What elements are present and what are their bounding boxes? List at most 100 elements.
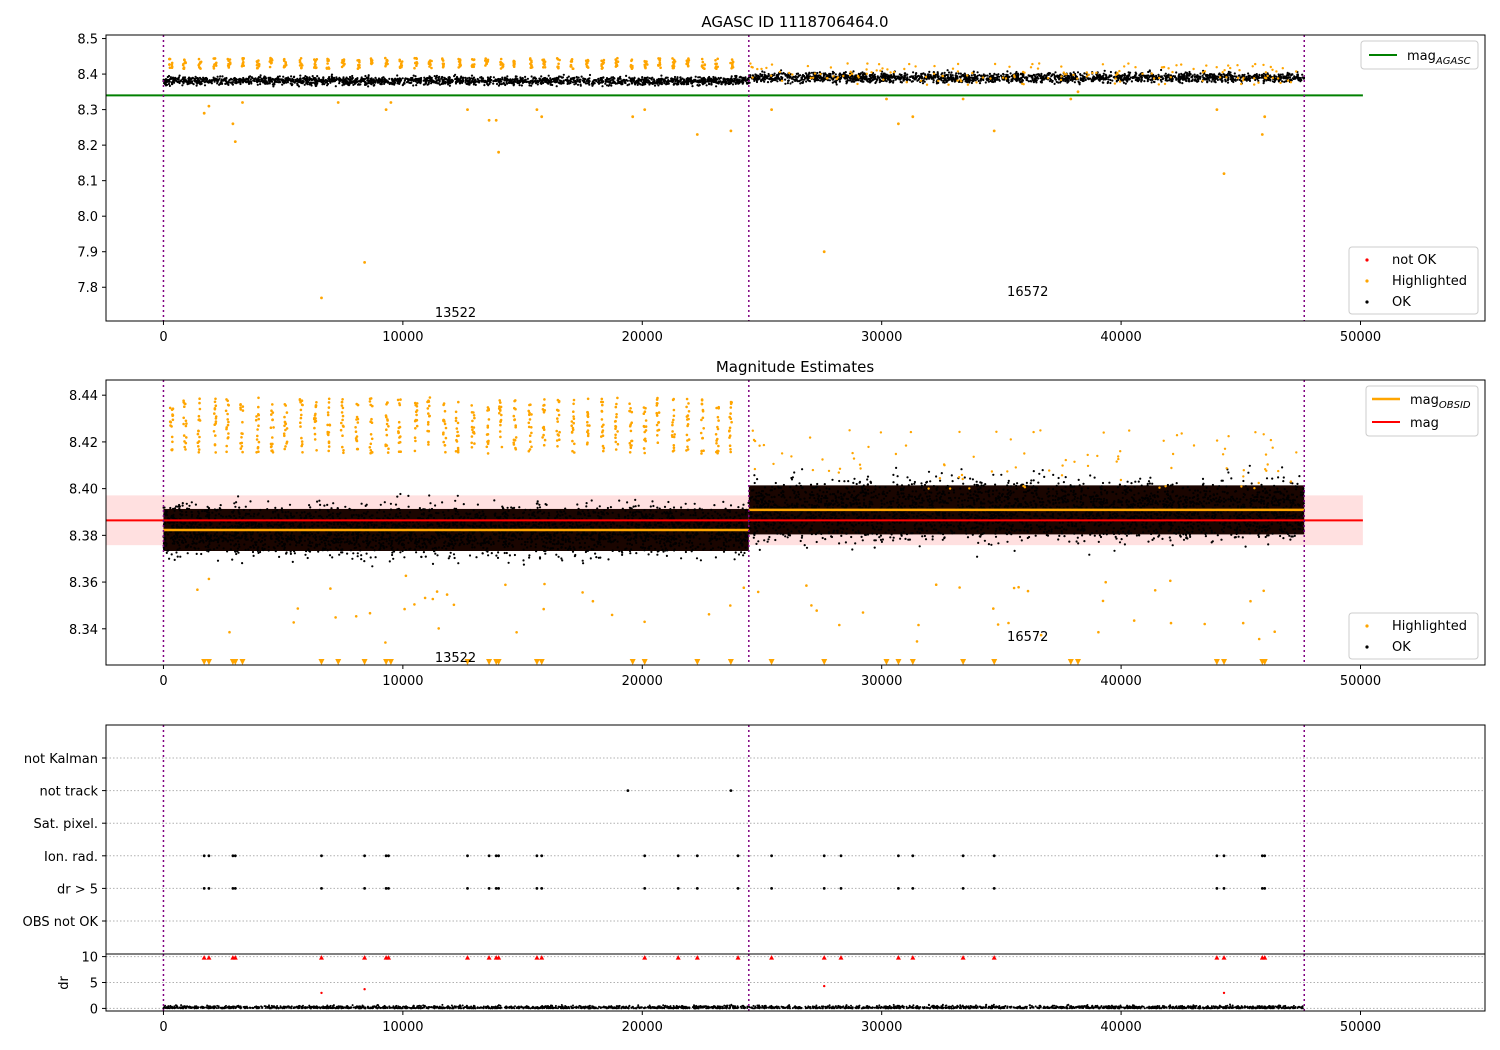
highlighted-point — [470, 58, 474, 61]
ok-point — [872, 76, 875, 79]
ok-point — [679, 79, 682, 82]
ok-point — [530, 538, 533, 541]
ok-point — [1081, 78, 1084, 81]
ok-point — [433, 537, 437, 540]
ok-point — [297, 81, 301, 84]
ok-point — [709, 537, 712, 540]
highlighted-point — [615, 63, 618, 66]
ok-point — [1188, 74, 1191, 77]
ok-point — [1262, 72, 1265, 75]
highlighted-point — [542, 66, 545, 69]
ok-point — [1078, 81, 1081, 84]
ok-point — [263, 79, 266, 83]
highlighted-point — [882, 78, 885, 81]
ok-point — [1273, 74, 1276, 77]
highlighted-point — [959, 78, 962, 81]
ok-point — [727, 79, 731, 82]
highlighted-point — [1180, 63, 1183, 66]
ok-point — [617, 515, 621, 518]
highlighted-point — [1163, 82, 1167, 86]
ok-point — [1032, 79, 1035, 82]
highlighted-point — [865, 68, 868, 71]
ok-point — [259, 74, 262, 77]
ok-point — [1109, 70, 1112, 74]
ok-point — [1053, 74, 1056, 78]
ok-point — [744, 511, 748, 514]
highlighted-point — [671, 66, 675, 70]
ok-point — [418, 507, 421, 510]
ok-point — [601, 80, 604, 83]
ok-point — [509, 79, 512, 82]
ok-point — [1002, 73, 1005, 76]
ok-point — [468, 81, 471, 84]
highlighted-point — [314, 63, 317, 67]
ok-point — [1040, 79, 1043, 82]
ok-point — [486, 550, 489, 553]
ok-point — [248, 76, 251, 79]
ok-point — [900, 81, 904, 84]
ok-point — [290, 84, 293, 87]
ok-point — [1109, 78, 1112, 82]
ok-point — [436, 79, 439, 82]
ok-point — [342, 76, 345, 79]
highlighted-point — [268, 65, 272, 69]
ok-point — [579, 84, 582, 87]
ok-point — [864, 75, 867, 78]
ok-point — [625, 78, 628, 82]
ok-point — [379, 78, 382, 81]
ok-point — [180, 525, 183, 528]
highlighted-point — [1238, 69, 1241, 72]
ok-point — [473, 539, 476, 543]
ok-point — [393, 79, 396, 82]
ok-point — [412, 74, 415, 77]
ok-point — [536, 79, 539, 82]
highlighted-point — [256, 66, 259, 70]
highlighted-point — [257, 62, 261, 66]
ok-point — [363, 77, 367, 80]
highlighted-point — [1169, 76, 1173, 79]
ok-point — [524, 75, 527, 78]
ok-point — [1229, 78, 1232, 81]
ok-point — [838, 73, 841, 76]
ok-point — [724, 80, 727, 83]
ok-point — [814, 78, 817, 82]
ok-point — [575, 75, 578, 79]
ok-point — [1281, 80, 1284, 83]
ok-point — [820, 78, 823, 81]
legend-status: not OK Highlighted OK — [1348, 246, 1479, 315]
ok-point — [564, 78, 567, 82]
ok-point — [1098, 79, 1101, 82]
ok-point — [448, 84, 451, 87]
ok-point — [609, 81, 612, 84]
ok-point — [474, 83, 477, 86]
ok-point — [714, 79, 718, 83]
ok-point — [993, 72, 996, 75]
ok-point — [188, 82, 191, 85]
ok-point — [610, 84, 613, 87]
ok-point — [1219, 78, 1222, 81]
ok-point — [1224, 80, 1227, 83]
ok-point — [434, 77, 437, 80]
highlighted-point — [512, 64, 515, 67]
ok-point — [557, 77, 560, 80]
ok-point — [706, 80, 710, 83]
ok-point — [878, 81, 881, 84]
ok-point — [547, 82, 550, 85]
ok-point — [776, 75, 779, 78]
ok-point — [1155, 74, 1158, 77]
ok-point — [224, 82, 227, 85]
ok-point — [426, 77, 429, 80]
highlighted-point — [1276, 77, 1280, 80]
ok-point — [768, 77, 771, 80]
ok-point — [764, 74, 767, 77]
ok-point — [437, 82, 440, 85]
highlighted-point — [543, 62, 546, 65]
ok-point — [195, 84, 198, 87]
highlighted-point — [197, 63, 200, 67]
highlighted-point — [673, 60, 677, 63]
ok-point — [957, 72, 960, 75]
highlighted-point — [643, 108, 647, 111]
ok-point — [278, 75, 281, 78]
ok-point — [891, 76, 894, 79]
ok-point — [931, 77, 934, 80]
